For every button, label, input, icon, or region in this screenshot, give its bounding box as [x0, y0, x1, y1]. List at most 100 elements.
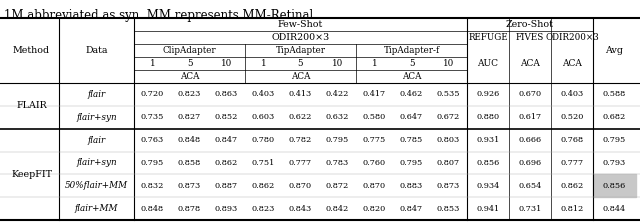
Text: 10: 10 [332, 59, 343, 68]
Text: 0.622: 0.622 [289, 113, 312, 121]
Text: 0.720: 0.720 [141, 90, 164, 98]
Text: 5: 5 [298, 59, 303, 68]
Text: 0.893: 0.893 [215, 205, 238, 213]
Text: 0.795: 0.795 [400, 159, 423, 167]
Text: 0.780: 0.780 [252, 136, 275, 144]
Text: 0.462: 0.462 [400, 90, 423, 98]
Text: 0.795: 0.795 [603, 136, 626, 144]
Text: FIVES: FIVES [516, 33, 544, 42]
Text: 10: 10 [221, 59, 232, 68]
Text: 0.883: 0.883 [400, 182, 423, 190]
Text: 0.858: 0.858 [178, 159, 201, 167]
Text: ODIR200×3: ODIR200×3 [271, 33, 330, 42]
Text: 0.403: 0.403 [252, 90, 275, 98]
Text: 0.647: 0.647 [400, 113, 423, 121]
Text: 0.666: 0.666 [518, 136, 541, 144]
Text: 0.735: 0.735 [141, 113, 164, 121]
Text: 0.588: 0.588 [603, 90, 626, 98]
Text: 0.847: 0.847 [400, 205, 423, 213]
Text: 0.843: 0.843 [289, 205, 312, 213]
Text: 0.844: 0.844 [603, 205, 626, 213]
Text: flair+syn: flair+syn [76, 159, 117, 167]
Text: 0.847: 0.847 [215, 136, 238, 144]
Text: 0.827: 0.827 [178, 113, 201, 121]
Text: ACA: ACA [520, 59, 540, 68]
Text: 0.731: 0.731 [518, 205, 541, 213]
Text: 5: 5 [187, 59, 192, 68]
Text: 0.422: 0.422 [326, 90, 349, 98]
Text: ACA: ACA [291, 72, 310, 81]
Text: 0.768: 0.768 [561, 136, 584, 144]
Text: 0.777: 0.777 [561, 159, 584, 167]
Text: 0.807: 0.807 [437, 159, 460, 167]
Text: 0.862: 0.862 [252, 182, 275, 190]
Text: 0.862: 0.862 [215, 159, 238, 167]
Text: 0.413: 0.413 [289, 90, 312, 98]
Text: 0.417: 0.417 [363, 90, 386, 98]
Text: 0.632: 0.632 [326, 113, 349, 121]
Text: 0.872: 0.872 [326, 182, 349, 190]
Text: 0.403: 0.403 [561, 90, 584, 98]
Text: 0.760: 0.760 [363, 159, 386, 167]
Text: 0.670: 0.670 [518, 90, 541, 98]
Text: 0.823: 0.823 [252, 205, 275, 213]
Text: 0.873: 0.873 [178, 182, 201, 190]
Text: 0.775: 0.775 [363, 136, 386, 144]
Text: KeepFIT: KeepFIT [11, 170, 52, 179]
Text: 0.751: 0.751 [252, 159, 275, 167]
Text: 0.853: 0.853 [437, 205, 460, 213]
Text: 0.763: 0.763 [141, 136, 164, 144]
Text: flair+MM: flair+MM [75, 204, 118, 213]
Text: 0.812: 0.812 [561, 205, 584, 213]
Text: 0.926: 0.926 [476, 90, 500, 98]
Text: 0.783: 0.783 [326, 159, 349, 167]
Text: 0.696: 0.696 [518, 159, 541, 167]
Text: 1: 1 [372, 59, 378, 68]
Text: Zero-Shot: Zero-Shot [506, 20, 554, 29]
Text: Method: Method [13, 46, 50, 55]
Text: flair+syn: flair+syn [76, 113, 117, 122]
Text: 0.580: 0.580 [363, 113, 386, 121]
Text: 0.803: 0.803 [437, 136, 460, 144]
Text: 1M abbreviated as syn. MM represents MM-Retinal.: 1M abbreviated as syn. MM represents MM-… [4, 9, 317, 22]
Text: 0.795: 0.795 [326, 136, 349, 144]
Text: TipAdapter-f: TipAdapter-f [383, 46, 440, 55]
Text: 0.870: 0.870 [289, 182, 312, 190]
Text: ACA: ACA [402, 72, 421, 81]
Text: ACA: ACA [562, 59, 582, 68]
Text: REFUGE: REFUGE [468, 33, 508, 42]
Text: 0.654: 0.654 [518, 182, 541, 190]
Text: FLAIR: FLAIR [16, 101, 47, 110]
Text: 0.520: 0.520 [560, 113, 584, 121]
Text: 0.823: 0.823 [178, 90, 201, 98]
Text: 0.603: 0.603 [252, 113, 275, 121]
Text: 0.535: 0.535 [436, 90, 460, 98]
Text: 0.848: 0.848 [141, 205, 164, 213]
Text: 0.862: 0.862 [561, 182, 584, 190]
Text: 0.617: 0.617 [518, 113, 541, 121]
Text: 0.852: 0.852 [215, 113, 238, 121]
Text: 0.682: 0.682 [603, 113, 626, 121]
Text: 1: 1 [150, 59, 156, 68]
Text: 0.880: 0.880 [476, 113, 500, 121]
Text: 10: 10 [443, 59, 454, 68]
Text: 0.795: 0.795 [141, 159, 164, 167]
Text: 0.863: 0.863 [215, 90, 238, 98]
Text: flair: flair [88, 136, 106, 145]
Text: 0.856: 0.856 [603, 182, 626, 190]
Text: 0.842: 0.842 [326, 205, 349, 213]
Text: 0.848: 0.848 [178, 136, 201, 144]
Text: 1: 1 [260, 59, 266, 68]
Text: Avg: Avg [605, 46, 623, 55]
Text: 0.887: 0.887 [215, 182, 238, 190]
Bar [593, 174, 636, 197]
Text: 0.777: 0.777 [289, 159, 312, 167]
Text: 0.672: 0.672 [437, 113, 460, 121]
Text: 5: 5 [409, 59, 414, 68]
Text: TipAdapter: TipAdapter [275, 46, 326, 55]
Text: Few-Shot: Few-Shot [278, 20, 323, 29]
Text: 0.785: 0.785 [400, 136, 423, 144]
Text: AUC: AUC [477, 59, 499, 68]
Text: ClipAdapter: ClipAdapter [163, 46, 216, 55]
Text: ODIR200×3: ODIR200×3 [545, 33, 599, 42]
